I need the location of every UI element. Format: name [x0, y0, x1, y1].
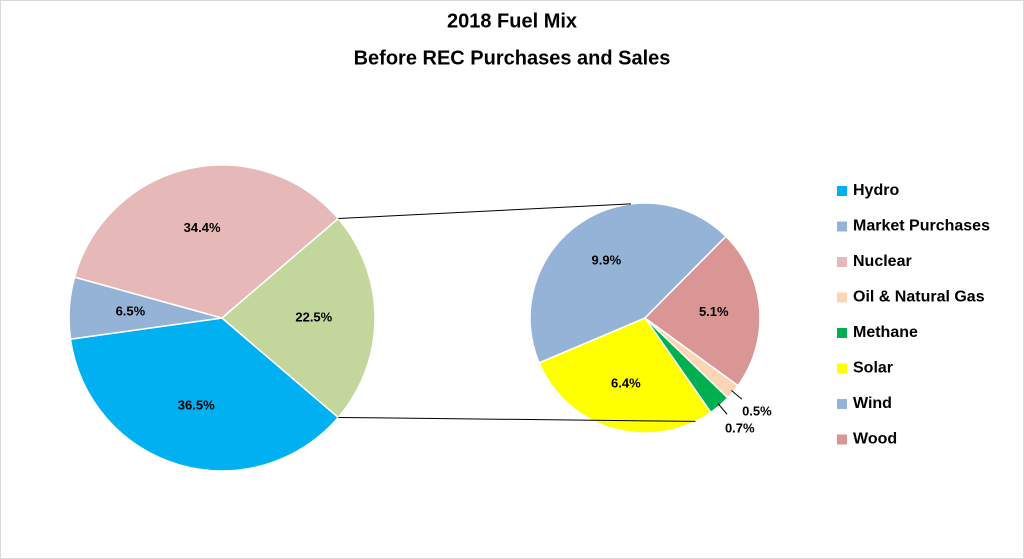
legend-swatch	[837, 292, 847, 303]
legend-label: Wind	[853, 395, 892, 412]
pie-slice	[529, 202, 728, 364]
pie-slice	[73, 164, 340, 319]
data-label: 6.4%	[611, 376, 641, 391]
chart-subtitle: Before REC Purchases and Sales	[354, 47, 671, 69]
data-label: 6.5%	[116, 303, 146, 318]
legend-swatch	[837, 363, 847, 374]
pie-slice	[643, 235, 761, 387]
connector-line	[338, 203, 632, 220]
data-label: 5.1%	[699, 304, 729, 319]
leader-line	[717, 403, 728, 415]
pie-slice	[538, 317, 712, 434]
legend-label: Market Purchases	[853, 218, 990, 235]
legend-swatch	[837, 434, 847, 445]
legend-label: Hydro	[853, 182, 899, 199]
chart-title: 2018 Fuel Mix	[447, 10, 577, 32]
data-label: 0.7%	[725, 421, 755, 436]
legend-swatch	[837, 399, 847, 409]
pie-slice	[69, 317, 340, 472]
legend-swatch	[837, 328, 847, 338]
legend-swatch	[837, 257, 847, 267]
legend-label: Wood	[853, 431, 897, 448]
legend-swatch	[837, 186, 847, 196]
legend-label: Methane	[853, 324, 918, 341]
leader-line	[731, 390, 743, 400]
data-label: 0.5%	[742, 403, 772, 418]
pie-slice	[220, 217, 376, 419]
legend-label: Oil & Natural Gas	[853, 289, 985, 306]
data-label: 22.5%	[295, 309, 332, 324]
legend-swatch	[837, 221, 847, 232]
connector-line	[338, 416, 696, 422]
legend-label: Solar	[853, 360, 893, 377]
data-label: 9.9%	[592, 252, 622, 267]
data-label: 34.4%	[184, 220, 221, 235]
legend-label: Nuclear	[853, 253, 912, 270]
data-label: 36.5%	[178, 398, 215, 413]
